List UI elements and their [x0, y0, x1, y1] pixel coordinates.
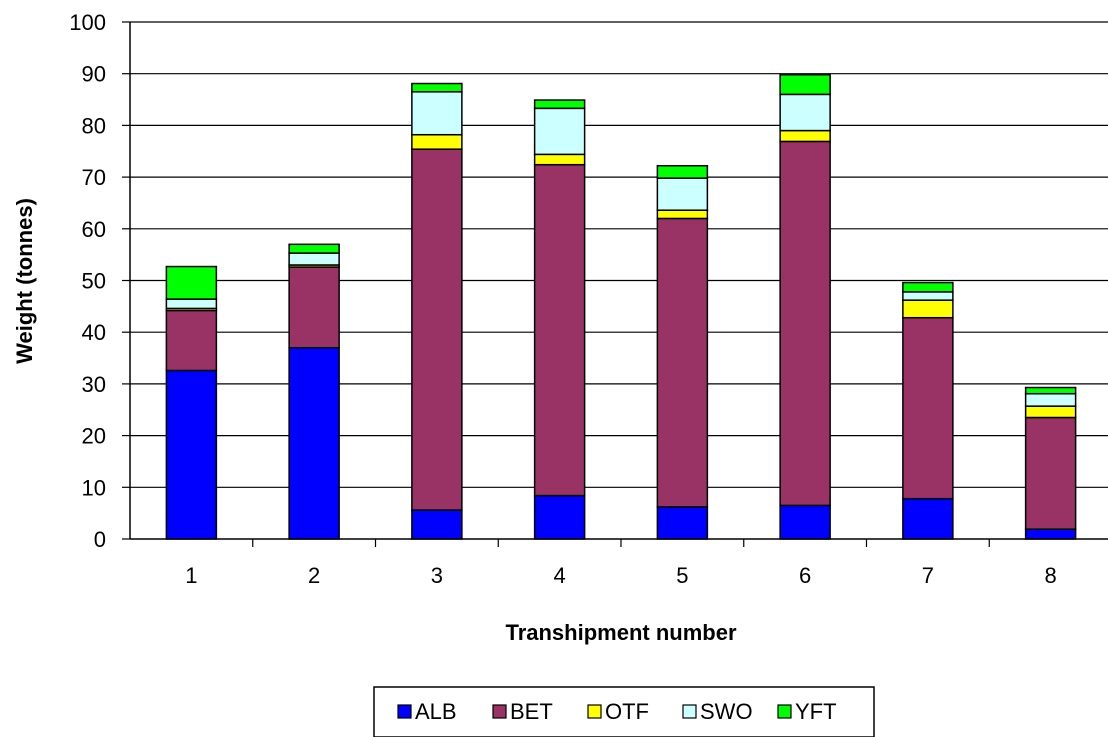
bar-segment-swo: [165, 298, 218, 310]
bar-segment-otf: [1024, 405, 1077, 419]
bar-segment-swo: [288, 252, 340, 266]
axes: [122, 21, 1108, 547]
legend-label-alb: ALB: [415, 699, 457, 724]
y-tick-label: 30: [82, 372, 106, 397]
legend-label-swo: SWO: [700, 699, 753, 724]
y-tick-label: 20: [82, 424, 106, 449]
y-tick-label: 10: [82, 475, 106, 500]
bar-segment-bet: [1024, 416, 1077, 530]
bar-segment-alb: [288, 346, 340, 540]
gridlines: [130, 21, 1108, 488]
bar-segment-otf: [656, 209, 709, 220]
bar-segment-yft: [165, 265, 218, 300]
bar-segment-swo: [902, 291, 954, 301]
y-tick-label: 60: [82, 217, 106, 242]
bar-segment-bet: [533, 163, 586, 497]
bar-segment-yft: [288, 243, 340, 254]
legend-swatch-alb: [397, 704, 412, 719]
tick-labels: 0 10 20 30 40 50 60 70 80 90 100 1 2 3 4 5 6 7 8: [69, 10, 1056, 588]
bar-segment-bet: [779, 140, 831, 507]
y-tick-label: 70: [82, 165, 106, 190]
legend-swatch-bet: [492, 704, 507, 719]
bar-segment-yft: [656, 164, 709, 179]
bar-segment-alb: [779, 504, 831, 540]
bar-segment-bet: [656, 217, 709, 508]
y-axis-title: Weight (tonnes): [12, 198, 37, 364]
x-tick-label: 1: [185, 563, 197, 588]
bar-segment-yft: [902, 281, 954, 293]
x-axis-title: Transhipment number: [505, 620, 736, 645]
bar-segment-swo: [656, 177, 709, 211]
legend-label-bet: BET: [510, 699, 553, 724]
y-tick-label: 100: [69, 10, 106, 35]
y-tick-label: 80: [82, 113, 106, 138]
bar-segment-otf: [411, 133, 463, 150]
legend-label-yft: YFT: [795, 699, 837, 724]
bar-segment-swo: [779, 93, 831, 132]
legend-label-otf: OTF: [605, 699, 649, 724]
bar-segment-alb: [165, 369, 218, 540]
bar-segment-alb: [411, 509, 463, 540]
bar-segment-swo: [533, 107, 586, 156]
bar-segment-swo: [1024, 392, 1077, 407]
legend-swatch-yft: [777, 704, 792, 719]
legend-swatch-swo: [682, 704, 697, 719]
x-tick-label: 5: [676, 563, 688, 588]
y-tick-label: 90: [82, 62, 106, 87]
x-tick-label: 6: [799, 563, 811, 588]
bars: [165, 73, 1077, 540]
bar-segment-bet: [165, 309, 218, 372]
bar-segment-alb: [1024, 528, 1077, 540]
bar-segment-yft: [411, 82, 463, 93]
bar-segment-bet: [411, 148, 463, 511]
bar-segment-alb: [533, 494, 586, 540]
bar-segment-otf: [779, 129, 831, 143]
bar-segment-otf: [902, 299, 954, 319]
bar-segment-bet: [288, 266, 340, 349]
bar-segment-yft: [1024, 386, 1077, 395]
x-tick-label: 2: [308, 563, 320, 588]
bar-segment-yft: [533, 99, 586, 110]
bar-segment-yft: [779, 73, 831, 96]
y-tick-label: 40: [82, 320, 106, 345]
x-tick-label: 4: [554, 563, 566, 588]
x-tick-label: 3: [431, 563, 443, 588]
bar-segment-bet: [902, 316, 954, 500]
legend-swatch-otf: [587, 704, 602, 719]
x-tick-label: 8: [1045, 563, 1057, 588]
y-tick-label: 50: [82, 269, 106, 294]
bar-segment-otf: [533, 153, 586, 166]
x-tick-label: 7: [922, 563, 934, 588]
bar-segment-alb: [902, 497, 954, 540]
y-tick-label: 0: [94, 527, 106, 552]
bar-segment-swo: [411, 91, 463, 136]
bar-segment-alb: [656, 506, 709, 540]
legend: ALB BET OTF SWO YFT: [373, 686, 875, 737]
